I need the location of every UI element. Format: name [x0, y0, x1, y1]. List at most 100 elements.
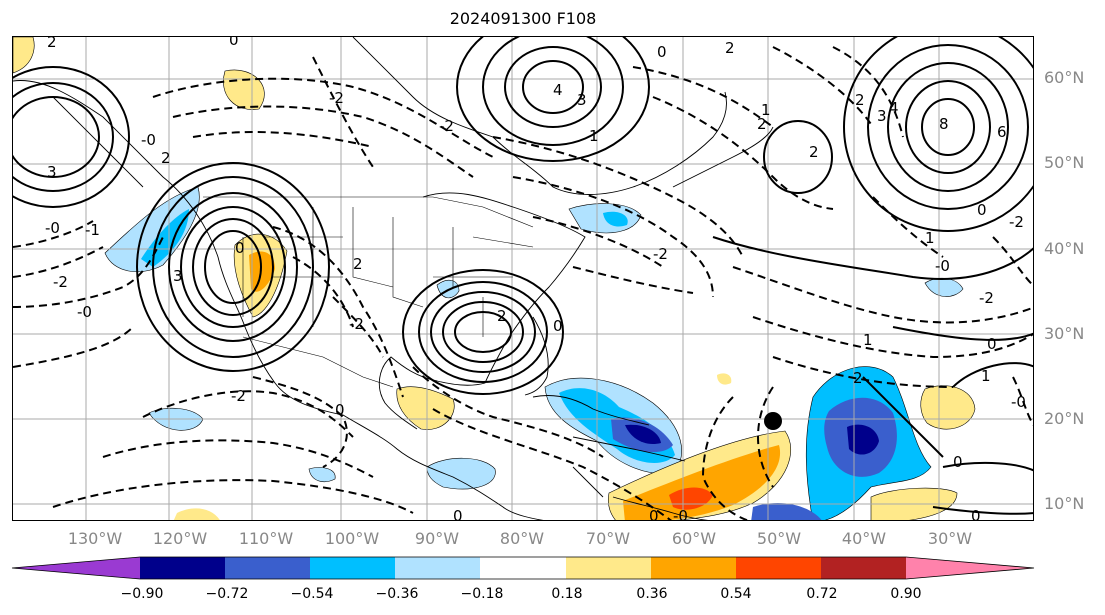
negative-anomaly-region [625, 424, 661, 445]
contour-label: 2 [757, 115, 767, 133]
negative-anomaly-region [426, 457, 496, 490]
colorbar-segment [821, 557, 906, 579]
contour-label: -1 [85, 221, 100, 239]
contour-label: -2 [329, 89, 344, 107]
negative-anomaly-region [847, 424, 879, 455]
longitude-label: 50°W [756, 529, 802, 548]
latitude-label: 40°N [1044, 239, 1085, 258]
longitude-label: 60°W [671, 529, 717, 548]
contour-label: 2 [853, 369, 863, 387]
contour-label: 0 [649, 507, 659, 521]
positive-anomaly-region [623, 445, 781, 520]
positive-anomaly-region [173, 508, 220, 520]
contour-label: -2 [979, 289, 994, 307]
longitude-label: 110°W [238, 529, 294, 548]
colorbar-tick-label: −0.18 [460, 586, 504, 602]
contour-label: 3 [47, 163, 57, 181]
longitude-label: 40°W [841, 529, 887, 548]
negative-anomaly-region [603, 211, 628, 227]
contour-label: 0 [657, 43, 667, 61]
contour-label: 0 [953, 453, 963, 471]
contour-label: -0 [935, 257, 950, 275]
contour-label: 4 [889, 99, 899, 117]
colorbar-segment [310, 557, 395, 579]
contour-label: -0 [141, 131, 156, 149]
negative-anomaly-region [308, 467, 336, 482]
negative-anomaly-region [924, 277, 964, 297]
contour-label: 0 [553, 317, 563, 335]
longitude-label: 120°W [152, 529, 208, 548]
map-title: 2024091300 F108 [449, 9, 597, 28]
contour-label: 1 [589, 127, 599, 145]
colorbar-segment [651, 557, 736, 579]
political-borders [203, 196, 534, 388]
colorbar-tick-label: −0.90 [120, 586, 164, 602]
positive-anomaly-region [920, 385, 976, 430]
contour-label: 2 [161, 149, 171, 167]
contour-label: -0 [45, 219, 60, 237]
contour-label: 1 [761, 101, 771, 119]
colorbar-tick-label: 0.36 [636, 586, 668, 602]
contour-label: 6 [997, 123, 1007, 141]
positive-anomaly-region [717, 373, 732, 385]
latitude-label: 20°N [1044, 409, 1085, 428]
contour-label: 1 [981, 367, 991, 385]
contour-label: 0 [987, 335, 997, 353]
longitude-label: 100°W [324, 529, 380, 548]
colorbar-tick-label: −0.54 [290, 586, 334, 602]
solid-contours [13, 37, 1033, 515]
shaded-anomalies [13, 37, 976, 520]
contour-label: -2 [653, 245, 668, 263]
contour-label: 2 [497, 307, 507, 325]
contour-label: 0 [977, 201, 987, 219]
contour-label: 0 [229, 37, 239, 49]
contour-label: 2 [47, 37, 57, 51]
contour-label: 0 [971, 507, 981, 521]
latitude-label: 30°N [1044, 324, 1085, 343]
map-canvas: 0 2 2 4 3 1 2 2 0 -2 -2 1 8 6 2 4 3 0 1 … [13, 37, 1033, 521]
contour-label: 2 [725, 39, 735, 57]
colorbar-segment [225, 557, 310, 579]
contour-label: 3 [577, 91, 587, 109]
contour-label: 8 [939, 115, 949, 133]
contour-label: 1 [925, 229, 935, 247]
contour-label: -0 [673, 507, 688, 521]
contour-label: 1 [863, 331, 873, 349]
colorbar-segment [140, 557, 225, 579]
colorbar-segment [566, 557, 651, 579]
positive-anomaly-region [223, 69, 265, 110]
colorbar-segment [395, 557, 480, 579]
colorbar-tick-label: −0.72 [205, 586, 249, 602]
map-panel: 0 2 2 4 3 1 2 2 0 -2 -2 1 8 6 2 4 3 0 1 … [12, 36, 1034, 521]
contour-label: -2 [439, 117, 454, 135]
colorbar-tick-label: 0.54 [720, 586, 752, 602]
colorbar-tick-label: 0.18 [551, 586, 583, 602]
positive-anomaly-region [249, 251, 275, 292]
longitude-label: 130°W [67, 529, 123, 548]
positive-anomaly-region [13, 37, 35, 74]
storm-center-marker [764, 412, 782, 430]
contour-label: -2 [1009, 213, 1024, 231]
colorbar-outline [11, 556, 1035, 580]
contour-label: -0 [77, 303, 92, 321]
negative-anomaly-region [104, 186, 200, 272]
contour-label: 2 [809, 143, 819, 161]
colorbar-tick-label: 0.72 [806, 586, 838, 602]
dashed-contours [13, 46, 1033, 520]
contour-label: -2 [53, 273, 68, 291]
positive-anomaly-region [870, 487, 958, 520]
longitude-label: 30°W [927, 529, 973, 548]
latitude-label: 60°N [1044, 68, 1085, 87]
contour-label: 0 [335, 401, 345, 419]
longitude-label: 70°W [585, 529, 631, 548]
contour-label: -2 [231, 387, 246, 405]
contour-label: 4 [553, 81, 563, 99]
colorbar-segment [12, 557, 140, 579]
negative-anomaly-region [141, 209, 189, 267]
latitude-label: 10°N [1044, 494, 1085, 513]
contour-label: 3 [173, 267, 183, 285]
colorbar-tick-label: −0.36 [375, 586, 419, 602]
contour-label: -2 [349, 315, 364, 333]
latitude-label: 50°N [1044, 153, 1085, 172]
longitude-label: 80°W [499, 529, 545, 548]
